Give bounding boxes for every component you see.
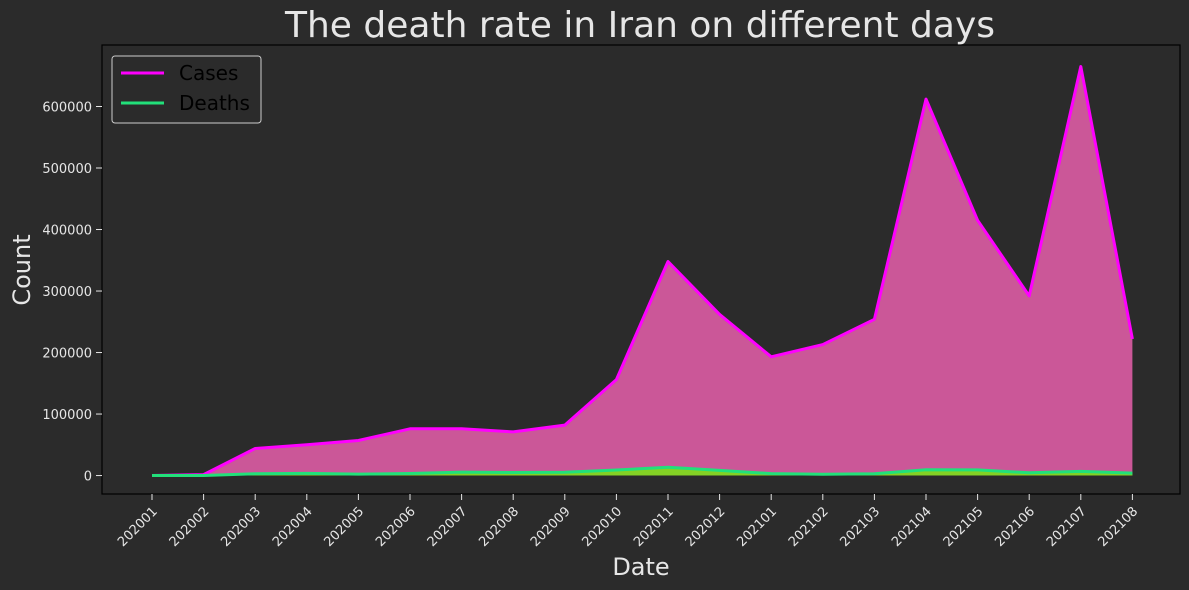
y-tick-label: 300000 (42, 285, 92, 300)
y-tick-label: 0 (84, 470, 92, 485)
line-deaths (151, 465, 1133, 478)
y-tick-label: 400000 (42, 224, 92, 239)
x-axis-label: Date (612, 553, 669, 581)
plot-area (151, 65, 1134, 478)
y-tick-label: 600000 (42, 101, 92, 116)
y-tick-label: 200000 (42, 347, 92, 362)
y-axis: 0 100000 200000 300000 400000 500000 600000 (42, 101, 102, 485)
legend-label-cases: Cases (179, 61, 238, 85)
legend-label-deaths: Deaths (179, 91, 250, 115)
chart-title: The death rate in Iran on different days (284, 5, 995, 46)
y-axis-label: Count (8, 234, 36, 305)
y-tick-label: 500000 (42, 162, 92, 177)
area-cases (152, 66, 1133, 476)
line-cases (151, 65, 1134, 478)
y-tick-label: 100000 (42, 408, 92, 423)
legend: Cases Deaths (111, 55, 262, 124)
plot-frame (101, 44, 1181, 495)
